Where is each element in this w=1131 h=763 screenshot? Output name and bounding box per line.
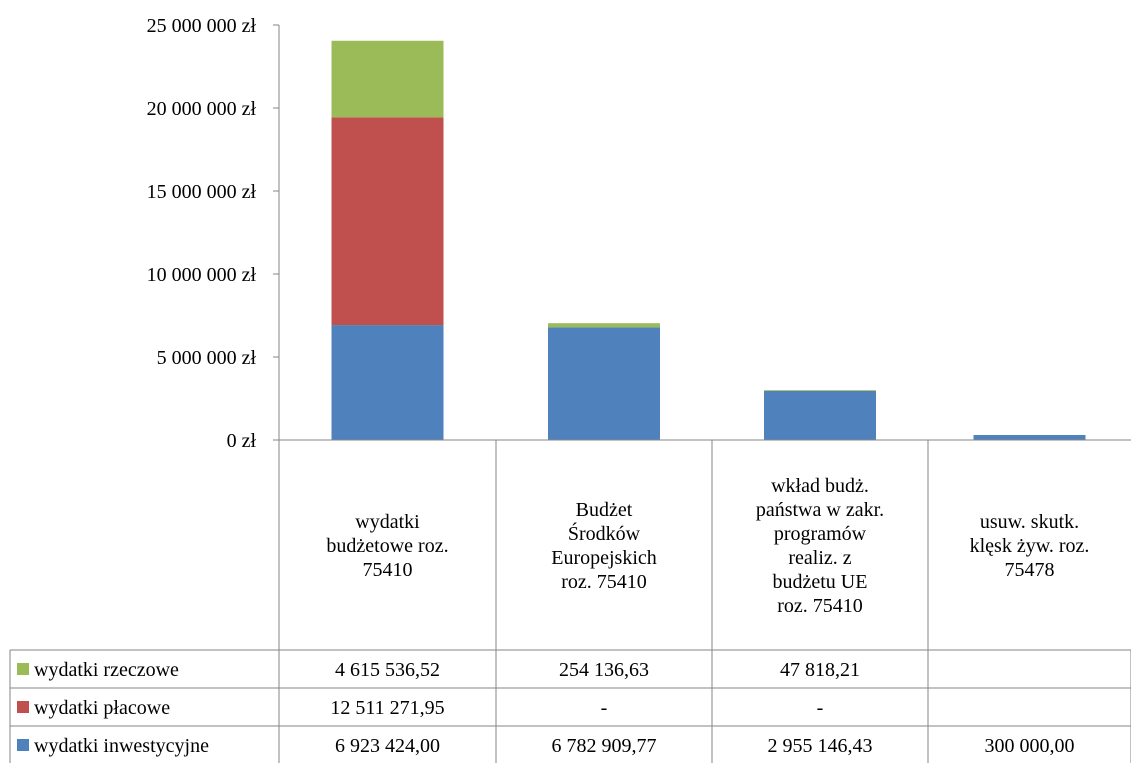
bar-segment: [764, 390, 876, 440]
legend-label: wydatki rzeczowe: [34, 659, 179, 681]
category-label: Budżet: [576, 499, 633, 521]
table-value: 47 818,21: [780, 659, 860, 681]
table-value: 6 923 424,00: [335, 735, 440, 757]
y-tick-label: 0 zł: [227, 430, 257, 452]
category-label: klęsk żyw. roz.: [970, 535, 1090, 557]
bar-segment: [331, 325, 444, 440]
table-value: 300 000,00: [985, 735, 1075, 757]
category-label: wkład budż.: [771, 475, 869, 497]
category-label: realiz. z: [788, 547, 851, 569]
bar-segment: [973, 435, 1086, 440]
legend-swatch: [17, 663, 29, 675]
legend-swatch: [17, 739, 29, 751]
legend-label: wydatki inwestycyjne: [34, 735, 209, 757]
category-label: usuw. skutk.: [980, 511, 1079, 533]
y-tick-label: 20 000 000 zł: [147, 98, 257, 120]
category-label: 75410: [363, 559, 413, 581]
table-value: 4 615 536,52: [335, 659, 440, 681]
category-label: wydatki: [355, 511, 420, 533]
y-tick-label: 15 000 000 zł: [147, 181, 257, 203]
bars-layer: [17, 40, 1086, 751]
table-value: 2 955 146,43: [768, 735, 873, 757]
category-label: 75478: [1005, 559, 1055, 581]
y-tick-label: 25 000 000 zł: [147, 15, 257, 37]
text-layer: 0 zł 5 000 000 zł 10 000 000 zł 15 000 000 …: [34, 15, 1089, 757]
bar-segment: [331, 117, 444, 326]
category-label: roz. 75410: [777, 595, 863, 617]
bar-segment: [548, 323, 660, 328]
table-value: -: [817, 697, 824, 719]
bar-segment: [764, 390, 876, 391]
table-value: 254 136,63: [559, 659, 649, 681]
legend-label: wydatki płacowe: [34, 697, 170, 719]
category-label: programów: [774, 523, 867, 545]
category-label: budżetowe roz.: [326, 535, 448, 557]
bar-segment: [548, 327, 660, 440]
category-label: budżetu UE: [773, 571, 868, 593]
table-value: -: [601, 697, 608, 719]
y-tick-label: 10 000 000 zł: [147, 264, 257, 286]
table-value: 12 511 271,95: [330, 697, 444, 719]
legend-swatch: [17, 701, 29, 713]
category-label: Europejskich: [551, 547, 657, 569]
category-label: roz. 75410: [561, 571, 647, 593]
bar-segment: [331, 40, 444, 118]
table-value: 6 782 909,77: [552, 735, 657, 757]
category-label: Środków: [568, 521, 641, 545]
y-tick-label: 5 000 000 zł: [157, 347, 257, 369]
axis-and-table-lines: [9, 24, 1131, 763]
category-label: państwa w zakr.: [756, 499, 884, 521]
